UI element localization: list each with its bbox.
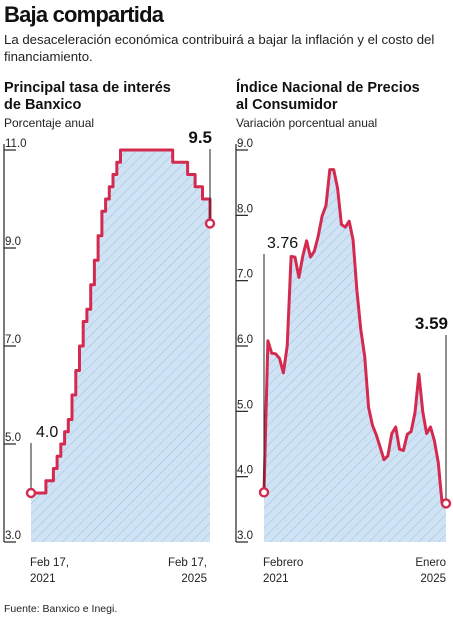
right-panel-title: Índice Nacional de Precios al Consumidor bbox=[236, 80, 420, 114]
y-tick-label: 5.0 bbox=[5, 432, 21, 444]
x-tick-label: 2021 bbox=[30, 573, 56, 585]
left-panel-unit: Porcentaje anual bbox=[4, 116, 95, 130]
right-panel-title-line-2: al Consumidor bbox=[236, 97, 338, 113]
end-point-marker bbox=[440, 498, 452, 509]
left-panel-title-line-1: Principal tasa de interés bbox=[4, 80, 171, 96]
y-tick-label: 5.0 bbox=[237, 399, 253, 411]
series-line bbox=[262, 168, 448, 505]
x-tick-label: Feb 17, bbox=[30, 557, 69, 569]
right-panel-unit: Variación porcentual anual bbox=[236, 116, 378, 130]
x-tick-label: 2025 bbox=[181, 573, 207, 585]
y-tick-label: 4.0 bbox=[237, 465, 253, 477]
y-tick-label: 9.0 bbox=[237, 138, 253, 150]
y-tick-label: 7.0 bbox=[5, 334, 21, 346]
series-area-fill bbox=[31, 150, 210, 542]
end-point-marker bbox=[204, 218, 216, 229]
y-tick-label: 6.0 bbox=[237, 334, 253, 346]
x-tick-label: Febrero bbox=[263, 557, 303, 569]
y-tick-label: 8.0 bbox=[237, 203, 253, 215]
y-tick-label: 3.0 bbox=[5, 530, 21, 542]
series-area-fill bbox=[264, 169, 446, 542]
left-panel-title-line-2: de Banxico bbox=[4, 97, 82, 113]
y-tick-label: 9.0 bbox=[5, 236, 21, 248]
left-panel-title: Principal tasa de interés de Banxico bbox=[4, 80, 171, 114]
y-tick-label: 7.0 bbox=[237, 269, 253, 281]
x-tick-label: Enero bbox=[415, 557, 446, 569]
y-tick-label: 3.0 bbox=[237, 530, 253, 542]
end-value-label: 3.59 bbox=[415, 314, 448, 333]
right-panel-title-line-1: Índice Nacional de Precios bbox=[236, 80, 420, 96]
y-tick-label: 11.0 bbox=[5, 138, 27, 150]
start-value-label: 3.76 bbox=[267, 235, 298, 252]
subheadline: La desaceleración económica contribuirá … bbox=[4, 32, 435, 64]
headline: Baja compartida bbox=[4, 2, 164, 27]
series-line bbox=[29, 148, 212, 495]
start-point-marker bbox=[25, 487, 37, 499]
x-tick-label: 2025 bbox=[420, 573, 446, 585]
source-note: Fuente: Banxico e Inegi. bbox=[4, 603, 118, 615]
start-point-marker bbox=[258, 487, 270, 498]
end-value-label: 9.5 bbox=[188, 128, 212, 147]
x-tick-label: 2021 bbox=[263, 573, 289, 585]
start-value-label: 4.0 bbox=[36, 424, 58, 441]
x-tick-label: Feb 17, bbox=[168, 557, 207, 569]
